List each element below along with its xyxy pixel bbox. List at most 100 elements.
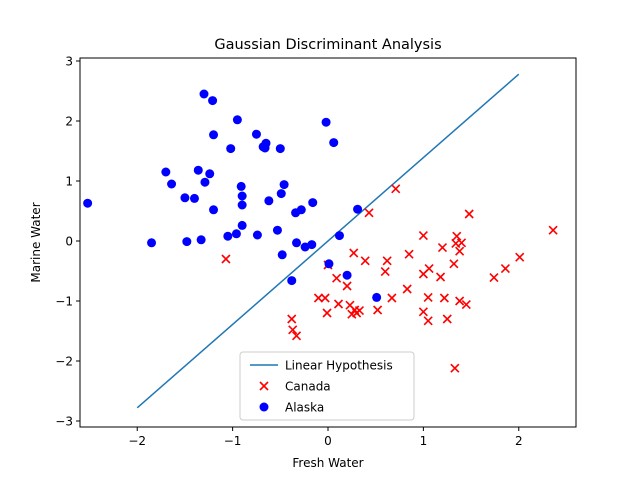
alaska-point <box>223 231 233 241</box>
alaska-point <box>307 240 317 250</box>
x-marker-stroke <box>322 308 332 318</box>
canada-point <box>418 307 428 317</box>
alaska-point <box>236 181 246 191</box>
alaska-point <box>251 129 261 139</box>
canada-point <box>332 273 342 283</box>
x-marker-stroke <box>461 300 471 310</box>
x-tick-label: −1 <box>224 434 242 448</box>
canada-point <box>320 293 330 303</box>
x-marker-stroke <box>349 248 359 258</box>
linear-hypothesis-line <box>136 73 520 409</box>
canada-point <box>456 238 467 248</box>
legend-label: Linear Hypothesis <box>285 359 393 373</box>
canada-point <box>500 264 510 274</box>
x-marker-stroke <box>437 243 448 253</box>
alaska-point <box>193 165 203 175</box>
x-marker-stroke <box>333 299 344 309</box>
x-marker-stroke <box>404 249 414 259</box>
alaska-point <box>189 193 199 203</box>
canada-point <box>380 267 390 277</box>
alaska-point <box>329 138 339 148</box>
alaska-point <box>308 198 318 208</box>
x-marker-stroke <box>456 238 467 248</box>
alaska-point <box>342 270 352 280</box>
x-marker-stroke <box>320 293 330 303</box>
x-marker-stroke <box>332 273 342 283</box>
plot-area <box>83 73 558 409</box>
legend-label: Canada <box>285 380 331 394</box>
x-marker-stroke <box>435 272 446 282</box>
x-marker-stroke <box>452 231 462 241</box>
x-marker-stroke <box>291 331 302 341</box>
x-marker-stroke <box>450 363 460 373</box>
alaska-point <box>261 138 271 148</box>
canada-point <box>442 314 452 324</box>
canada-point <box>391 184 401 194</box>
alaska-point <box>196 235 206 245</box>
canada-point <box>489 273 499 283</box>
alaska-point <box>372 292 382 302</box>
x-marker-stroke <box>439 293 449 303</box>
canada-point <box>515 252 525 262</box>
y-tick-label: 0 <box>65 235 73 249</box>
canada-point <box>548 225 558 235</box>
x-marker-stroke <box>500 264 510 274</box>
x-marker-stroke <box>354 306 365 316</box>
canada-point <box>402 284 412 294</box>
alaska-point <box>237 200 247 210</box>
canada-point <box>342 281 352 291</box>
x-marker-stroke <box>548 225 558 235</box>
alaska-point <box>252 230 262 240</box>
alaska-point <box>237 191 247 201</box>
canada-point <box>333 299 344 309</box>
alaska-point <box>231 229 241 239</box>
alaska-point <box>264 196 274 206</box>
x-marker-stroke <box>515 252 525 262</box>
canada-point <box>435 272 446 282</box>
canada-point <box>313 293 324 303</box>
x-marker-stroke <box>345 300 355 310</box>
x-marker-stroke <box>259 381 269 391</box>
alaska-point <box>277 250 287 260</box>
x-marker-stroke <box>342 281 352 291</box>
x-marker-stroke <box>489 273 499 283</box>
alaska-point <box>182 237 192 247</box>
x-marker-stroke <box>455 246 465 256</box>
alaska-point <box>287 276 297 286</box>
x-marker-stroke <box>464 209 474 219</box>
alaska-point <box>279 180 289 190</box>
alaska-point <box>353 204 363 214</box>
alaska-point <box>205 169 215 179</box>
canada-point <box>449 259 459 269</box>
alaska-point <box>226 144 236 154</box>
alaska-point <box>200 177 210 187</box>
alaska-point <box>209 130 219 140</box>
alaska-point <box>161 167 171 177</box>
x-marker-stroke <box>221 254 231 264</box>
y-tick-label: 2 <box>65 115 73 129</box>
canada-point <box>354 306 365 316</box>
alaska-point <box>296 205 306 215</box>
canada-point <box>461 300 471 310</box>
x-marker-stroke <box>364 208 374 218</box>
x-tick-label: 1 <box>420 434 428 448</box>
alaska-point <box>272 225 282 235</box>
x-marker-stroke <box>449 259 459 269</box>
canada-point <box>450 363 460 373</box>
alaska-point <box>180 193 190 203</box>
x-marker-stroke <box>382 256 392 266</box>
alaska-point <box>275 144 285 154</box>
y-tick-label: −1 <box>55 295 73 309</box>
canada-point <box>288 325 298 335</box>
legend-dot-swatch <box>259 402 269 412</box>
x-marker-stroke <box>418 269 428 279</box>
x-marker-stroke <box>423 316 433 326</box>
alaska-point <box>208 96 218 106</box>
alaska-point <box>292 238 302 248</box>
x-marker-stroke <box>418 307 428 317</box>
canada-point <box>437 243 448 253</box>
alaska-point <box>147 238 157 248</box>
alaska-point <box>237 220 247 230</box>
axis-ticks: −2 −1 0 1 2 −3 −2 −1 0 1 2 3 <box>55 55 522 449</box>
